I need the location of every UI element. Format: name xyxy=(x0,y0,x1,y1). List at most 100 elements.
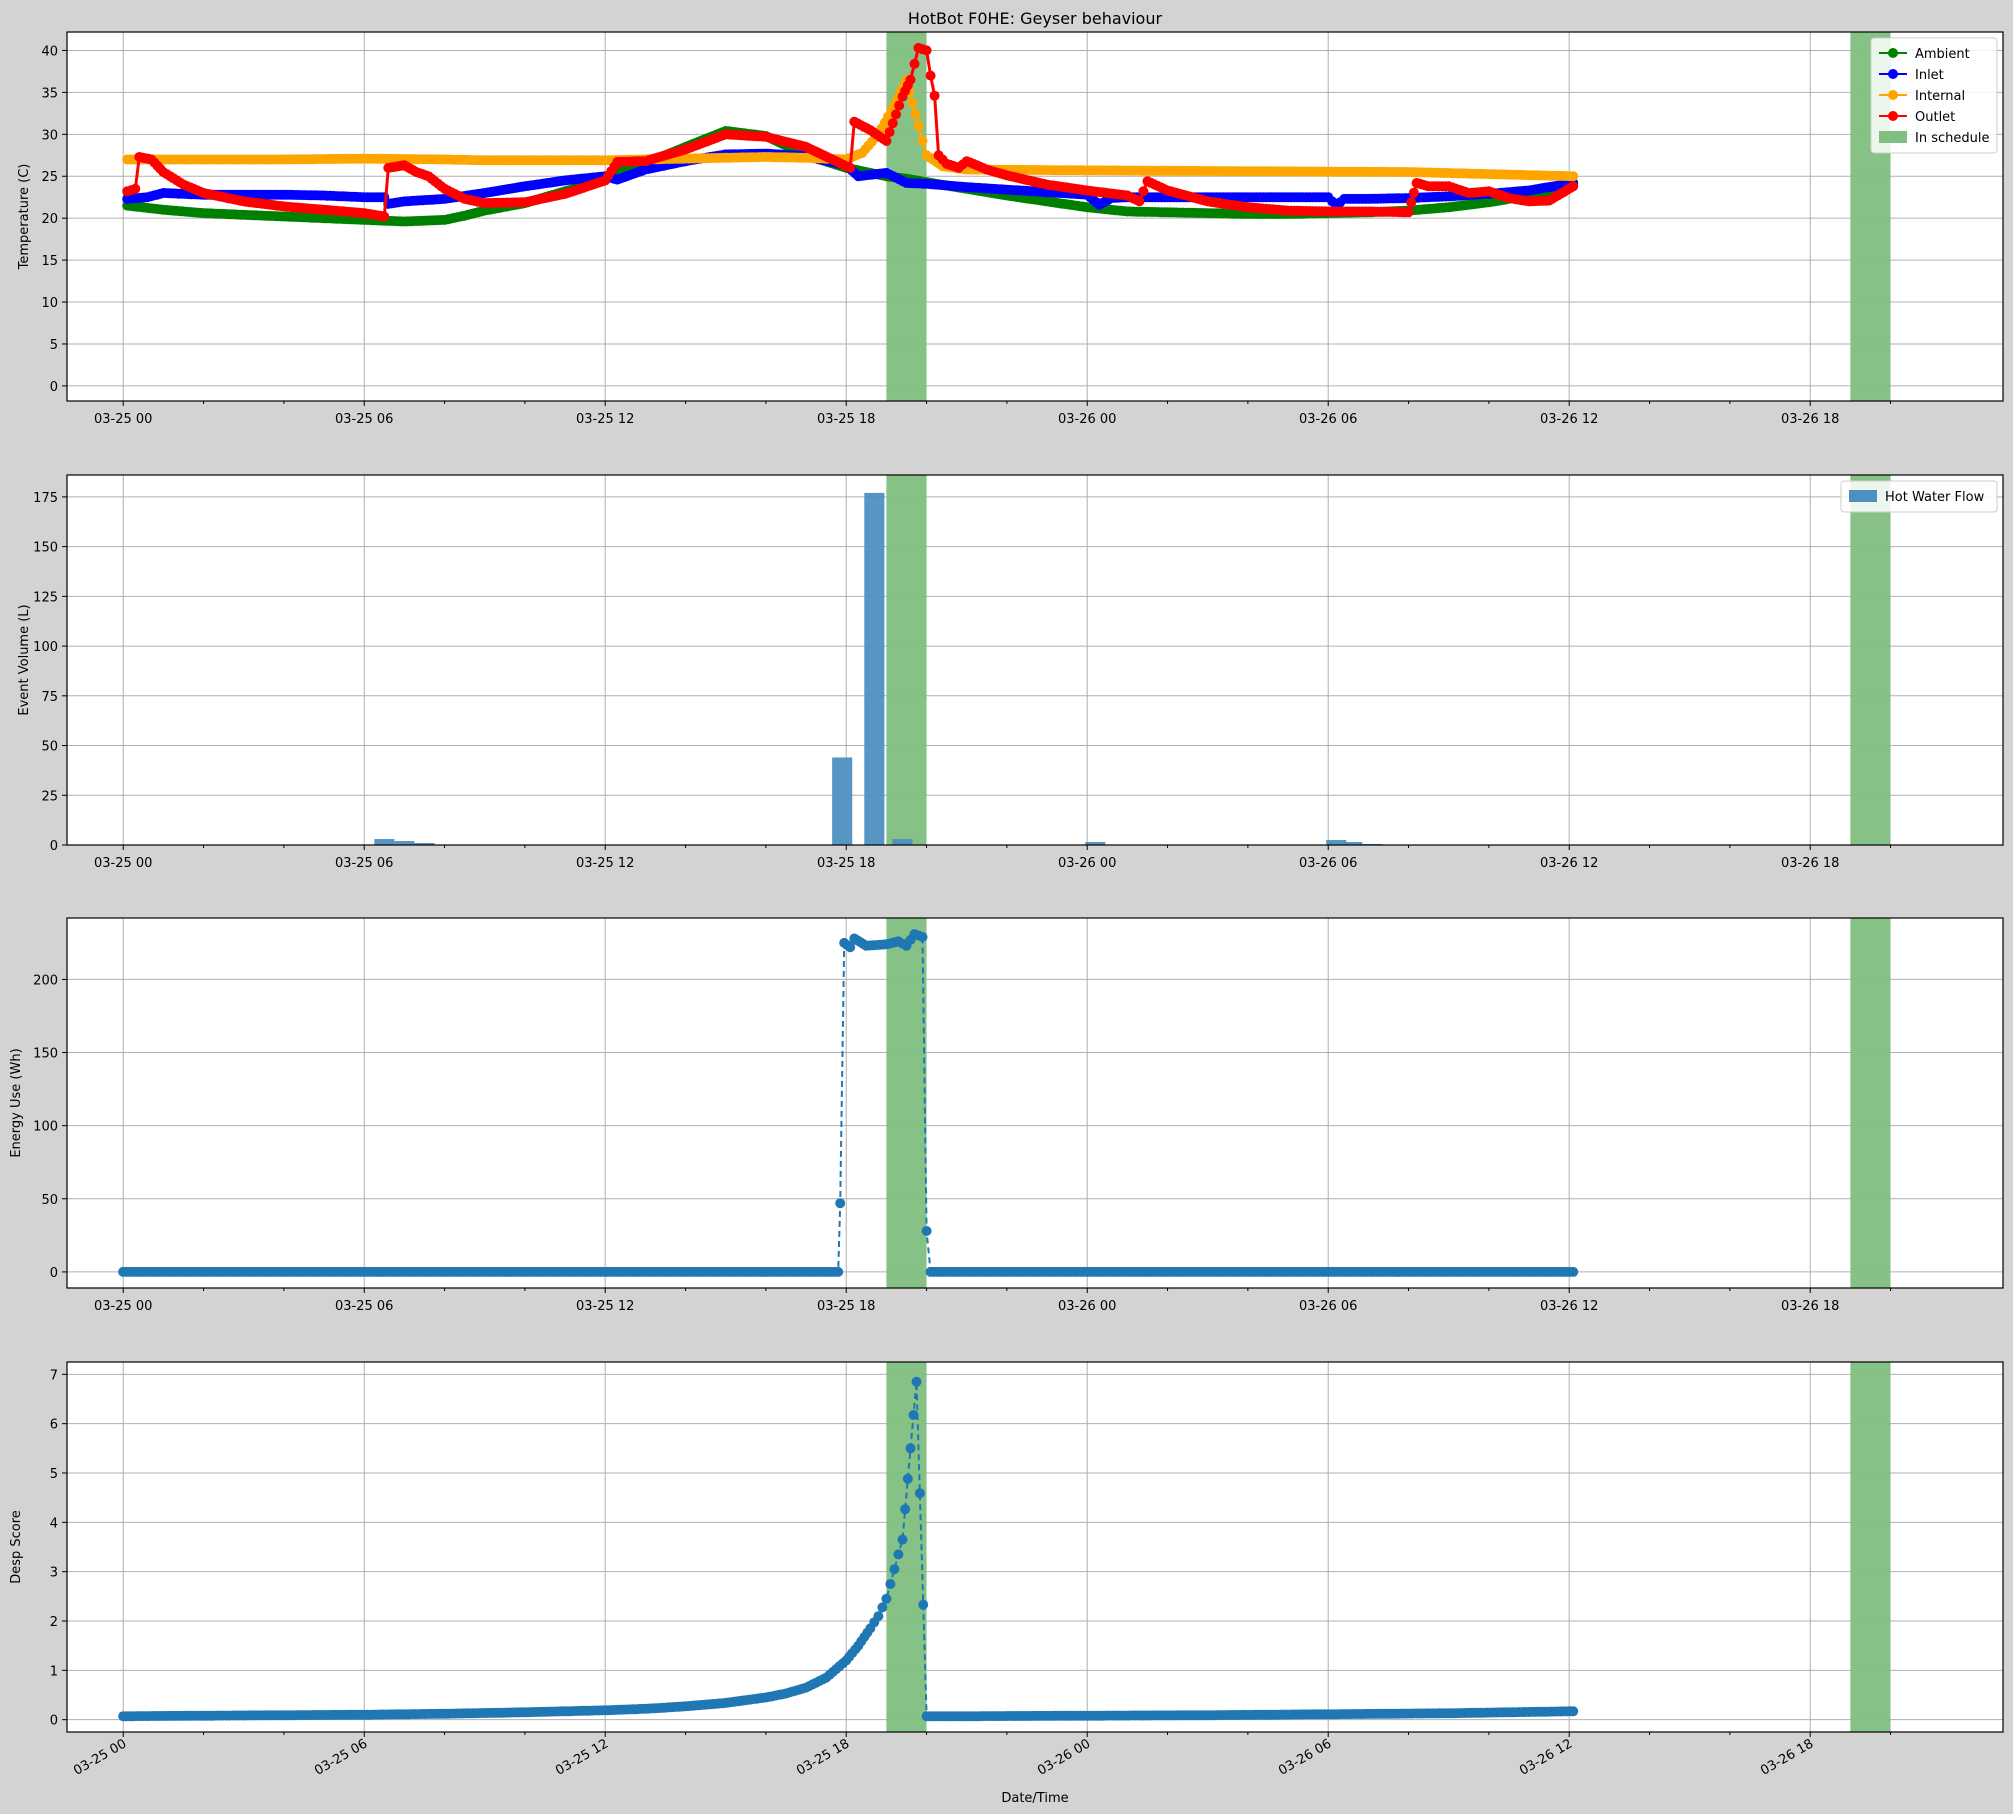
data-point xyxy=(845,942,856,953)
legend-label: Hot Water Flow xyxy=(1885,490,1985,505)
y-tick-label: 6 xyxy=(50,1418,58,1433)
x-axis-label: Date/Time xyxy=(1001,1791,1068,1806)
data-point xyxy=(914,1488,925,1499)
flow-bar xyxy=(1085,842,1106,845)
legend-label: Inlet xyxy=(1915,68,1944,83)
y-axis-label: Event Volume (L) xyxy=(17,604,32,715)
x-tick-label: 03-26 00 xyxy=(1058,856,1116,871)
x-tick-label: 03-26 06 xyxy=(1299,412,1357,427)
data-point xyxy=(921,1226,932,1236)
data-point xyxy=(1568,171,1579,182)
flow-bar xyxy=(374,839,395,845)
x-tick-label: 03-25 18 xyxy=(817,1299,875,1314)
x-tick-label: 03-25 00 xyxy=(94,412,152,427)
y-tick-label: 25 xyxy=(41,170,58,185)
legend-marker xyxy=(1888,69,1898,79)
y-tick-label: 25 xyxy=(41,789,58,804)
legend-label: Outlet xyxy=(1915,110,1955,125)
plot-content xyxy=(118,918,1891,1288)
axes-frame xyxy=(66,474,2004,846)
y-tick-label: 7 xyxy=(50,1368,58,1383)
y-tick-label: 40 xyxy=(41,44,58,59)
flow-bar xyxy=(892,839,913,845)
data-point xyxy=(873,1611,884,1622)
schedule-window xyxy=(886,475,927,845)
flow-bar xyxy=(832,757,853,845)
x-tick-label: 03-26 18 xyxy=(1758,1736,1816,1778)
data-point xyxy=(833,1266,844,1277)
x-tick-label: 03-26 06 xyxy=(1276,1736,1334,1778)
y-tick-label: 10 xyxy=(41,296,58,311)
x-tick-label: 03-25 06 xyxy=(335,412,393,427)
x-tick-label: 03-26 12 xyxy=(1540,412,1598,427)
y-axis-label: Desp Score xyxy=(9,1510,24,1584)
y-axis-label: Energy Use (Wh) xyxy=(9,1048,24,1157)
x-tick-label: 03-26 18 xyxy=(1781,1299,1839,1314)
y-tick-label: 15 xyxy=(41,254,58,269)
y-tick-label: 50 xyxy=(41,1193,58,1208)
data-point xyxy=(900,1504,911,1515)
data-point xyxy=(1408,187,1419,198)
x-tick-label: 03-26 00 xyxy=(1058,412,1116,427)
x-tick-label: 03-25 12 xyxy=(576,412,634,427)
data-point xyxy=(905,1443,916,1454)
data-point xyxy=(905,74,916,85)
data-point xyxy=(908,1410,919,1420)
data-point xyxy=(917,932,928,942)
data-point xyxy=(877,1602,888,1613)
data-point xyxy=(1403,207,1414,218)
data-point xyxy=(379,211,390,222)
schedule-window xyxy=(1850,1362,1891,1732)
data-point xyxy=(917,135,928,146)
data-point xyxy=(925,70,936,81)
x-tick-label: 03-25 12 xyxy=(553,1736,611,1778)
data-point xyxy=(910,109,921,120)
schedule-window xyxy=(1850,918,1891,1288)
panel-2: 0 25 50 75 100 125 150 175 Event Volume (L) 03-25… xyxy=(17,474,2004,871)
x-tick-label: 03-26 12 xyxy=(1540,856,1598,871)
y-tick-label: 2 xyxy=(50,1615,58,1630)
data-point xyxy=(907,97,918,108)
data-point xyxy=(884,127,895,138)
y-tick-label: 20 xyxy=(41,212,58,227)
data-point xyxy=(897,1534,908,1545)
data-point xyxy=(1406,197,1417,208)
legend-box xyxy=(1840,480,1998,513)
legend-box xyxy=(1870,37,1998,154)
data-point xyxy=(130,183,141,194)
legend-marker xyxy=(1888,111,1898,121)
x-tick-label: 03-25 06 xyxy=(335,1299,393,1314)
axes-frame xyxy=(66,1361,2004,1733)
flow-bar xyxy=(864,492,885,845)
x-tick-label: 03-25 00 xyxy=(94,856,152,871)
x-tick-label: 03-26 00 xyxy=(1035,1736,1093,1778)
y-tick-label: 100 xyxy=(33,1120,58,1135)
y-tick-label: 3 xyxy=(50,1566,58,1581)
legend-label: Ambient xyxy=(1915,47,1970,62)
plot-content xyxy=(118,1362,1891,1732)
x-tick-label: 03-26 06 xyxy=(1299,1299,1357,1314)
data-point xyxy=(1568,1266,1579,1277)
y-tick-label: 125 xyxy=(33,590,58,605)
x-tick-label: 03-26 00 xyxy=(1058,1299,1116,1314)
legend-label: In schedule xyxy=(1915,131,1989,146)
plot-area xyxy=(67,475,2003,845)
data-point xyxy=(1138,186,1149,197)
y-tick-label: 5 xyxy=(50,338,58,353)
panel-3: 0 50 100 150 200 Energy Use (Wh) 03-25 00 03-25… xyxy=(9,917,2004,1314)
schedule-window xyxy=(1850,475,1891,845)
data-point xyxy=(902,1473,913,1484)
plot-content xyxy=(122,32,1891,401)
data-point xyxy=(1568,181,1579,192)
x-tick-label: 03-26 18 xyxy=(1781,412,1839,427)
data-point xyxy=(881,1593,892,1604)
data-point xyxy=(1568,1706,1579,1717)
legend-swatch xyxy=(1849,490,1877,502)
data-point xyxy=(909,58,920,69)
schedule-window xyxy=(886,918,927,1288)
y-tick-label: 1 xyxy=(50,1664,58,1679)
axes-frame xyxy=(66,31,2004,402)
data-point xyxy=(913,120,924,131)
data-point xyxy=(893,1549,904,1560)
